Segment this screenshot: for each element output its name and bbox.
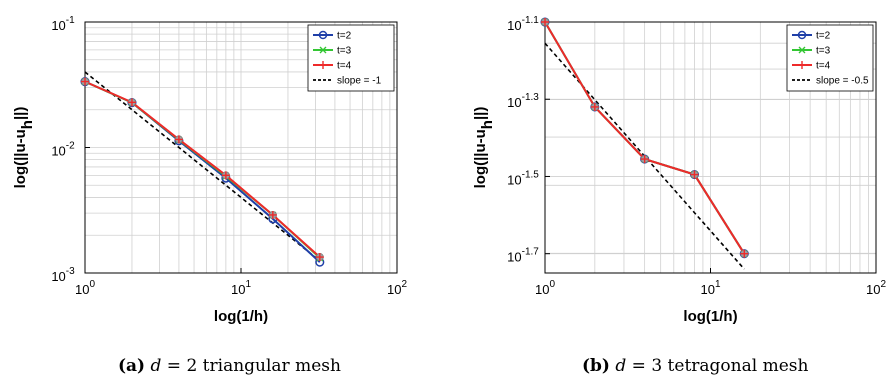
panel-a-series-t4-point-cross <box>127 98 136 107</box>
panel-a-y-tick-label: 10-1 <box>51 15 75 33</box>
panel-a-x-tick-label: 100 <box>75 279 95 297</box>
panel-a-x-tick-label: 101 <box>231 279 251 297</box>
panel-a-legend-label: slope = -1 <box>337 76 382 87</box>
panel-b-x-tick-label: 102 <box>866 279 886 297</box>
panel-b-legend-marker <box>797 30 807 40</box>
panel-a-series-t4-point-cross <box>81 77 89 86</box>
panel-b-y-tick-label: 10-1.1 <box>507 15 539 33</box>
panel-b-y-tick-label: 10-1.5 <box>507 169 539 187</box>
panel-a-series-t4-point-cross <box>268 210 277 219</box>
panel-a-legend-marker <box>318 30 328 40</box>
figure-canvas: 100 101 102 10-3 10-2 10-1 log(1/h) log(||u-uh|… <box>12 15 886 325</box>
caption-b-text: = 3 tetragonal mesh <box>626 356 809 376</box>
caption-b-math: d <box>615 356 627 376</box>
panel-a-y-tick-label: 10-3 <box>51 266 75 284</box>
panel-a: 100 101 102 10-3 10-2 10-1 log(1/h) log(||u-uh|… <box>12 15 407 325</box>
panel-a-ylabel: log(||u-uh||) <box>12 107 36 189</box>
panel-b: 100 101 102 10-1.1 10-1.3 10-1.5 10-1.7 log(1/h… <box>472 15 886 325</box>
panel-b-xlabel: log(1/h) <box>683 308 737 325</box>
panel-a-legend-marker <box>319 46 327 54</box>
panel-b-legend-label: t=3 <box>816 46 831 57</box>
panel-b-y-tick-label: 10-1.7 <box>507 247 539 265</box>
panel-b-series-t4-point-cross <box>640 155 649 164</box>
panel-a-xlabel: log(1/h) <box>214 308 268 325</box>
panel-a-legend-label: t=2 <box>337 31 352 42</box>
panel-a-series-t4-point-cross <box>315 253 324 262</box>
caption-a-math: d <box>150 356 162 376</box>
caption-b-tag: (b) <box>582 356 610 376</box>
panel-b-series-t4-point-cross <box>590 102 599 111</box>
panel-b-ylabel: log(||u-uh||) <box>472 107 496 189</box>
panel-b-series-t4 <box>541 17 749 258</box>
panel-a-y-tick-label: 10-2 <box>51 141 75 159</box>
panel-b-legend: t=2 t=3 t=4 slope = -0.5 <box>786 24 874 92</box>
caption-a: (a) d = 2 triangular mesh <box>118 356 341 376</box>
caption-b: (b) d = 3 tetragonal mesh <box>582 356 808 376</box>
panel-b-legend-marker <box>798 61 806 69</box>
panel-b-x-tick-label: 100 <box>535 279 555 297</box>
caption-a-tag: (a) <box>118 356 146 376</box>
panel-b-legend-label: t=2 <box>816 31 831 42</box>
panel-b-series-t4-point-cross <box>740 249 749 258</box>
panel-a-slope-reference-line <box>84 71 321 262</box>
panel-b-series-t4-point-cross <box>541 18 549 26</box>
panel-a-x-tick-label: 102 <box>387 279 407 297</box>
panel-a-series-t4-point-cross <box>174 135 183 144</box>
panel-a-legend-marker <box>319 61 327 69</box>
panel-a-legend-label: t=4 <box>337 61 352 72</box>
panel-a-series-t4-line <box>84 80 321 258</box>
panel-b-legend-label: slope = -0.5 <box>816 76 869 87</box>
panel-b-y-tick-label: 10-1.3 <box>507 92 539 110</box>
panel-a-legend: t=2 t=3 t=4 slope = -1 <box>307 24 395 92</box>
panel-a-legend-label: t=3 <box>337 46 352 57</box>
panel-b-series-t4-point-cross <box>690 170 699 179</box>
panel-a-series-t4 <box>81 77 324 262</box>
caption-a-text: = 2 triangular mesh <box>161 356 341 376</box>
panel-a-series-t4-point-cross <box>221 171 230 180</box>
panel-b-legend-label: t=4 <box>816 61 831 72</box>
panel-b-x-tick-label: 101 <box>700 279 720 297</box>
panel-b-legend-marker <box>798 46 806 54</box>
